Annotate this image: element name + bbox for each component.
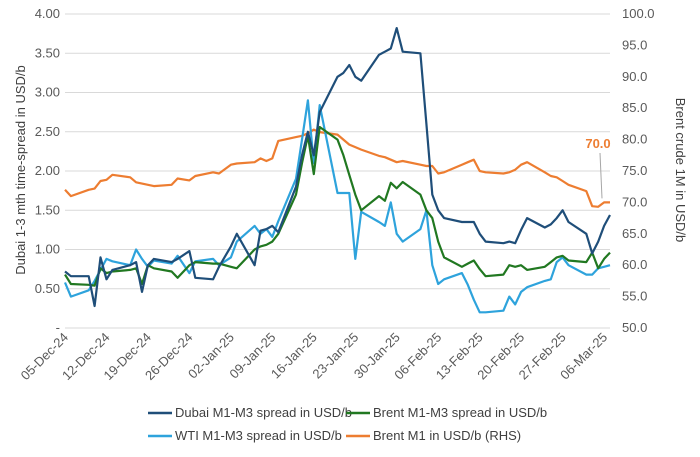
y-tick-label: 0.50: [35, 281, 60, 296]
right-axis-ticks: 50.0 55.0 60.0 65.0 70.0 75.0 80.0 85.0 90.0 95.0…: [622, 6, 655, 335]
annotation: 70.0: [585, 136, 611, 199]
y2-tick-label: 90.0: [622, 69, 647, 84]
annotation-leader-line: [599, 152, 603, 199]
y2-tick-label: 55.0: [622, 289, 647, 304]
y-tick-label: 1.50: [35, 202, 60, 217]
series-lines: [63, 27, 611, 314]
y2-tick-label: 95.0: [622, 37, 647, 52]
legend-label: Brent M1 in USD/b (RHS): [373, 428, 521, 443]
y-tick-label: 1.00: [35, 242, 60, 257]
y2-tick-label: 60.0: [622, 257, 647, 272]
y2-tick-label: 65.0: [622, 226, 647, 241]
y-tick-label: 3.50: [35, 45, 60, 60]
y2-tick-label: 100.0: [622, 6, 655, 21]
y2-tick-label: 85.0: [622, 100, 647, 115]
legend-label: Brent M1-M3 spread in USD/b: [373, 405, 547, 420]
x-axis-ticks: 05-Dec-2412-Dec-2419-Dec-2426-Dec-2402-J…: [18, 330, 611, 384]
series-line-0: [64, 27, 611, 308]
series-line-3: [64, 128, 610, 208]
legend: Dubai M1-M3 spread in USD/b Brent M1-M3 s…: [148, 405, 547, 443]
y-tick-label: 2.50: [35, 124, 60, 139]
y-tick-label: 2.00: [35, 163, 60, 178]
legend-label: Dubai M1-M3 spread in USD/b: [175, 405, 352, 420]
y2-tick-label: 50.0: [622, 320, 647, 335]
left-axis-ticks: - 0.50 1.00 1.50 2.00 2.50 3.00 3.50 4.00: [35, 6, 60, 335]
annotation-label: 70.0: [585, 136, 610, 151]
y2-axis-title: Brent crude 1M in USD/b: [673, 98, 688, 243]
y2-tick-label: 75.0: [622, 163, 647, 178]
gridlines: [65, 13, 610, 329]
y-tick-label: 3.00: [35, 85, 60, 100]
y-axis-title: Dubai 1-3 mth time-spread in USD/b: [13, 65, 28, 275]
series-line-2: [63, 99, 611, 314]
y2-tick-label: 80.0: [622, 132, 647, 147]
y-tick-label: -: [56, 320, 60, 335]
series-line-1: [64, 125, 611, 287]
legend-label: WTI M1-M3 spread in USD/b: [175, 428, 342, 443]
y-tick-label: 4.00: [35, 6, 60, 21]
y2-tick-label: 70.0: [622, 194, 647, 209]
